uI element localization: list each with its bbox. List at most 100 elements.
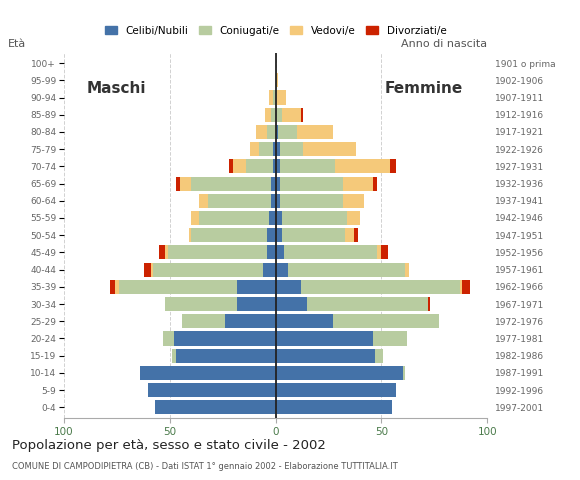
- Bar: [200, 194, 208, 208]
- Legend: Celibi/Nubili, Coniugati/e, Vedovi/e, Divorziati/e: Celibi/Nubili, Coniugati/e, Vedovi/e, Di…: [100, 22, 451, 40]
- Bar: [233, 159, 246, 173]
- Text: COMUNE DI CAMPODIPIETRA (CB) - Dati ISTAT 1° gennaio 2002 - Elaborazione TUTTITA: COMUNE DI CAMPODIPIETRA (CB) - Dati ISTA…: [12, 462, 397, 471]
- Bar: [354, 228, 358, 242]
- Bar: [237, 297, 276, 311]
- Bar: [276, 245, 284, 260]
- Bar: [176, 348, 276, 363]
- Bar: [345, 228, 354, 242]
- Bar: [303, 142, 356, 156]
- Bar: [276, 400, 392, 414]
- Bar: [276, 108, 282, 122]
- Bar: [280, 159, 335, 173]
- Bar: [375, 348, 383, 363]
- Bar: [405, 263, 409, 276]
- Text: Età: Età: [8, 39, 26, 49]
- Bar: [297, 125, 333, 139]
- Bar: [373, 177, 377, 191]
- Bar: [428, 297, 430, 311]
- Bar: [276, 91, 286, 105]
- Bar: [140, 366, 276, 380]
- Bar: [273, 91, 276, 105]
- Bar: [153, 263, 263, 276]
- Bar: [208, 194, 271, 208]
- Bar: [301, 280, 460, 294]
- Bar: [269, 211, 276, 225]
- Bar: [263, 263, 276, 276]
- Bar: [377, 245, 382, 260]
- Bar: [284, 245, 377, 260]
- Bar: [301, 108, 303, 122]
- Bar: [250, 142, 259, 156]
- Bar: [273, 159, 276, 173]
- Bar: [188, 228, 191, 242]
- Bar: [276, 73, 278, 87]
- Bar: [191, 177, 271, 191]
- Bar: [265, 108, 271, 122]
- Bar: [282, 228, 345, 242]
- Bar: [271, 194, 275, 208]
- Bar: [164, 331, 174, 346]
- Bar: [276, 331, 373, 346]
- Bar: [278, 125, 297, 139]
- Bar: [373, 331, 407, 346]
- Bar: [119, 280, 237, 294]
- Bar: [271, 177, 275, 191]
- Bar: [382, 245, 387, 260]
- Bar: [224, 314, 276, 328]
- Bar: [282, 108, 301, 122]
- Bar: [276, 177, 280, 191]
- Bar: [282, 211, 347, 225]
- Text: Anno di nascita: Anno di nascita: [401, 39, 487, 49]
- Bar: [115, 280, 119, 294]
- Bar: [390, 159, 396, 173]
- Bar: [174, 331, 276, 346]
- Bar: [276, 125, 278, 139]
- Bar: [269, 91, 273, 105]
- Bar: [276, 366, 403, 380]
- Bar: [144, 263, 151, 276]
- Text: Popolazione per età, sesso e stato civile - 2002: Popolazione per età, sesso e stato civil…: [12, 439, 325, 452]
- Bar: [276, 348, 375, 363]
- Bar: [256, 125, 267, 139]
- Bar: [165, 297, 237, 311]
- Bar: [343, 177, 373, 191]
- Bar: [168, 245, 267, 260]
- Bar: [276, 194, 280, 208]
- Bar: [335, 159, 390, 173]
- Bar: [347, 211, 360, 225]
- Bar: [271, 108, 275, 122]
- Bar: [276, 280, 301, 294]
- Bar: [165, 245, 168, 260]
- Bar: [267, 228, 276, 242]
- Bar: [462, 280, 470, 294]
- Bar: [229, 159, 233, 173]
- Bar: [182, 314, 224, 328]
- Bar: [288, 263, 405, 276]
- Bar: [280, 194, 343, 208]
- Bar: [280, 142, 303, 156]
- Text: Maschi: Maschi: [87, 82, 147, 96]
- Bar: [276, 383, 396, 397]
- Bar: [280, 177, 343, 191]
- Bar: [460, 280, 462, 294]
- Bar: [172, 348, 176, 363]
- Bar: [333, 314, 438, 328]
- Bar: [191, 228, 267, 242]
- Bar: [110, 280, 115, 294]
- Bar: [191, 211, 200, 225]
- Bar: [343, 194, 364, 208]
- Bar: [200, 211, 269, 225]
- Bar: [237, 280, 276, 294]
- Bar: [276, 159, 280, 173]
- Bar: [151, 263, 153, 276]
- Bar: [276, 263, 288, 276]
- Bar: [403, 366, 405, 380]
- Bar: [276, 228, 282, 242]
- Bar: [259, 142, 273, 156]
- Bar: [267, 125, 276, 139]
- Bar: [273, 142, 276, 156]
- Bar: [276, 142, 280, 156]
- Bar: [159, 245, 165, 260]
- Bar: [148, 383, 276, 397]
- Text: Femmine: Femmine: [385, 82, 463, 96]
